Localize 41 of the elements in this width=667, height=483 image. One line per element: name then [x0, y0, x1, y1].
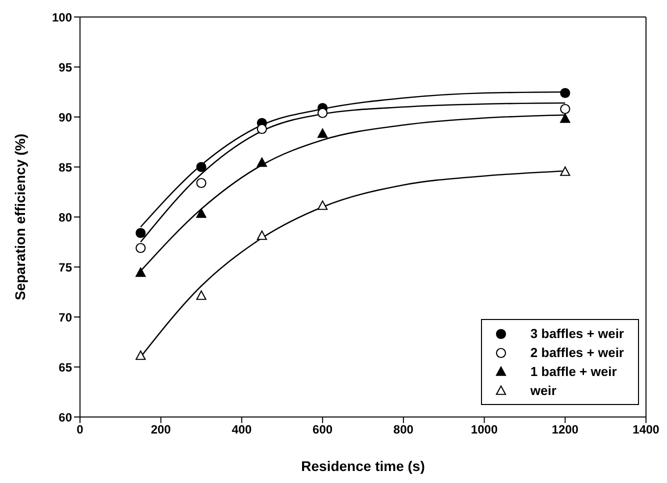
x-tick-label: 200 — [150, 422, 172, 437]
y-tick-label: 95 — [58, 60, 72, 74]
y-tick-label: 80 — [58, 210, 72, 224]
point — [256, 124, 267, 134]
y-tick-label: 85 — [58, 160, 72, 174]
point — [136, 350, 146, 360]
y-tick-label: 70 — [58, 310, 72, 324]
point — [318, 128, 328, 138]
point — [136, 268, 146, 277]
y-tick-label: 100 — [52, 10, 72, 24]
point — [560, 104, 570, 114]
x-tick-label: 1400 — [632, 422, 660, 437]
y-tick-label: 90 — [58, 110, 72, 124]
x-axis-title: Residence time (s) — [301, 458, 425, 474]
x-tick-label: 0 — [76, 422, 84, 437]
legend-label: 1 baffle + weir — [530, 364, 617, 379]
x-tick-label: 600 — [312, 422, 333, 437]
point — [196, 178, 206, 188]
point — [560, 114, 570, 123]
point — [196, 290, 206, 300]
legend-label: 2 baffles + weir — [530, 345, 624, 360]
x-tick-label: 1000 — [470, 422, 498, 437]
point — [560, 88, 570, 98]
x-tick-label: 1200 — [552, 422, 579, 437]
point — [136, 242, 146, 254]
point — [256, 158, 267, 167]
point — [256, 230, 267, 240]
point — [318, 108, 328, 118]
y-tick-label: 60 — [58, 410, 72, 424]
legend-label: 3 baffles + weir — [530, 326, 624, 341]
point — [318, 200, 328, 210]
point — [196, 162, 206, 172]
x-tick-label: 400 — [232, 422, 252, 437]
y-tick-label: 65 — [58, 360, 72, 374]
y-axis-title: Separation efficiency (%) — [12, 134, 28, 300]
y-tick-label: 75 — [58, 260, 72, 274]
point — [196, 208, 206, 218]
point — [136, 228, 146, 238]
legend-label: weir — [530, 383, 556, 398]
point — [560, 166, 570, 176]
x-tick-label: 800 — [393, 422, 414, 437]
